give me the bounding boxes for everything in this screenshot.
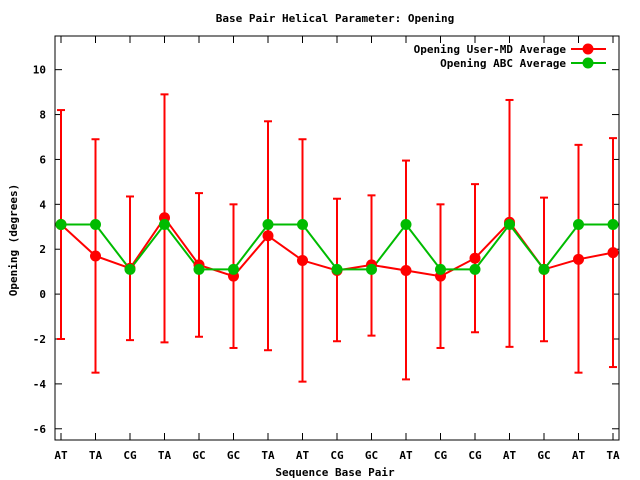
data-point-1-6 [262, 219, 274, 231]
data-point-1-10 [400, 219, 412, 231]
data-point-1-16 [607, 219, 619, 231]
data-point-1-11 [435, 263, 446, 275]
y-tick-label-4: 2 [39, 243, 46, 256]
data-point-1-1 [90, 219, 101, 231]
legend-label-0: Opening User-MD Average [414, 43, 567, 56]
error-bars-layer [57, 93, 617, 383]
data-point-1-7 [297, 219, 308, 231]
data-point-1-3 [159, 219, 170, 231]
data-point-1-13 [504, 219, 515, 231]
x-tick-label-0: AT [54, 449, 68, 462]
x-tick-label-5: GC [227, 449, 240, 462]
series-points-layer [55, 212, 619, 282]
legend-marker-1 [582, 57, 594, 69]
y-axis-label: Opening (degrees) [7, 184, 20, 297]
data-point-1-5 [228, 263, 239, 275]
x-tick-label-14: GC [537, 449, 550, 462]
y-tick-label-6: 6 [39, 153, 46, 166]
data-point-1-4 [193, 263, 205, 275]
x-tick-label-13: AT [503, 449, 517, 462]
chart-title: Base Pair Helical Parameter: Opening [216, 12, 454, 25]
data-point-0-7 [297, 254, 308, 266]
data-point-1-8 [331, 263, 343, 275]
x-tick-label-11: CG [434, 449, 448, 462]
x-tick-label-3: TA [158, 449, 172, 462]
y-tick-label-0: -6 [33, 423, 47, 436]
x-tick-label-1: TA [89, 449, 103, 462]
data-point-0-10 [400, 265, 412, 277]
data-point-1-12 [469, 263, 481, 275]
data-point-0-12 [469, 252, 481, 264]
legend-marker-0 [582, 43, 594, 55]
data-point-1-2 [124, 263, 136, 275]
x-tick-label-10: AT [399, 449, 413, 462]
x-tick-label-7: AT [296, 449, 310, 462]
legend-label-1: Opening ABC Average [440, 57, 566, 70]
y-tick-label-1: -4 [33, 378, 47, 391]
data-point-1-15 [573, 219, 584, 231]
x-tick-label-8: CG [330, 449, 344, 462]
x-tick-label-2: CG [123, 449, 137, 462]
y-tick-label-5: 4 [39, 198, 46, 211]
y-tick-label-3: 0 [39, 288, 46, 301]
x-tick-label-6: TA [261, 449, 275, 462]
x-tick-label-12: CG [468, 449, 482, 462]
data-point-0-1 [90, 250, 101, 262]
data-point-1-9 [366, 263, 377, 275]
y-tick-label-2: -2 [33, 333, 46, 346]
x-tick-label-16: TA [606, 449, 620, 462]
x-tick-label-4: GC [192, 449, 205, 462]
y-tick-label-8: 10 [33, 64, 46, 77]
data-point-0-6 [262, 230, 274, 242]
ticks-layer: -6 -4 -2 0 2 4 6 8 10 AT TA CG TA GC GC TA AT CG GC AT CG CG A… [33, 36, 620, 462]
x-tick-label-9: GC [365, 449, 378, 462]
x-axis-label: Sequence Base Pair [275, 466, 395, 479]
x-tick-label-15: AT [572, 449, 586, 462]
data-point-1-14 [538, 263, 550, 275]
data-point-1-0 [55, 219, 67, 231]
data-point-0-16 [607, 247, 619, 259]
data-point-0-15 [573, 253, 584, 265]
y-tick-label-7: 8 [39, 109, 46, 122]
